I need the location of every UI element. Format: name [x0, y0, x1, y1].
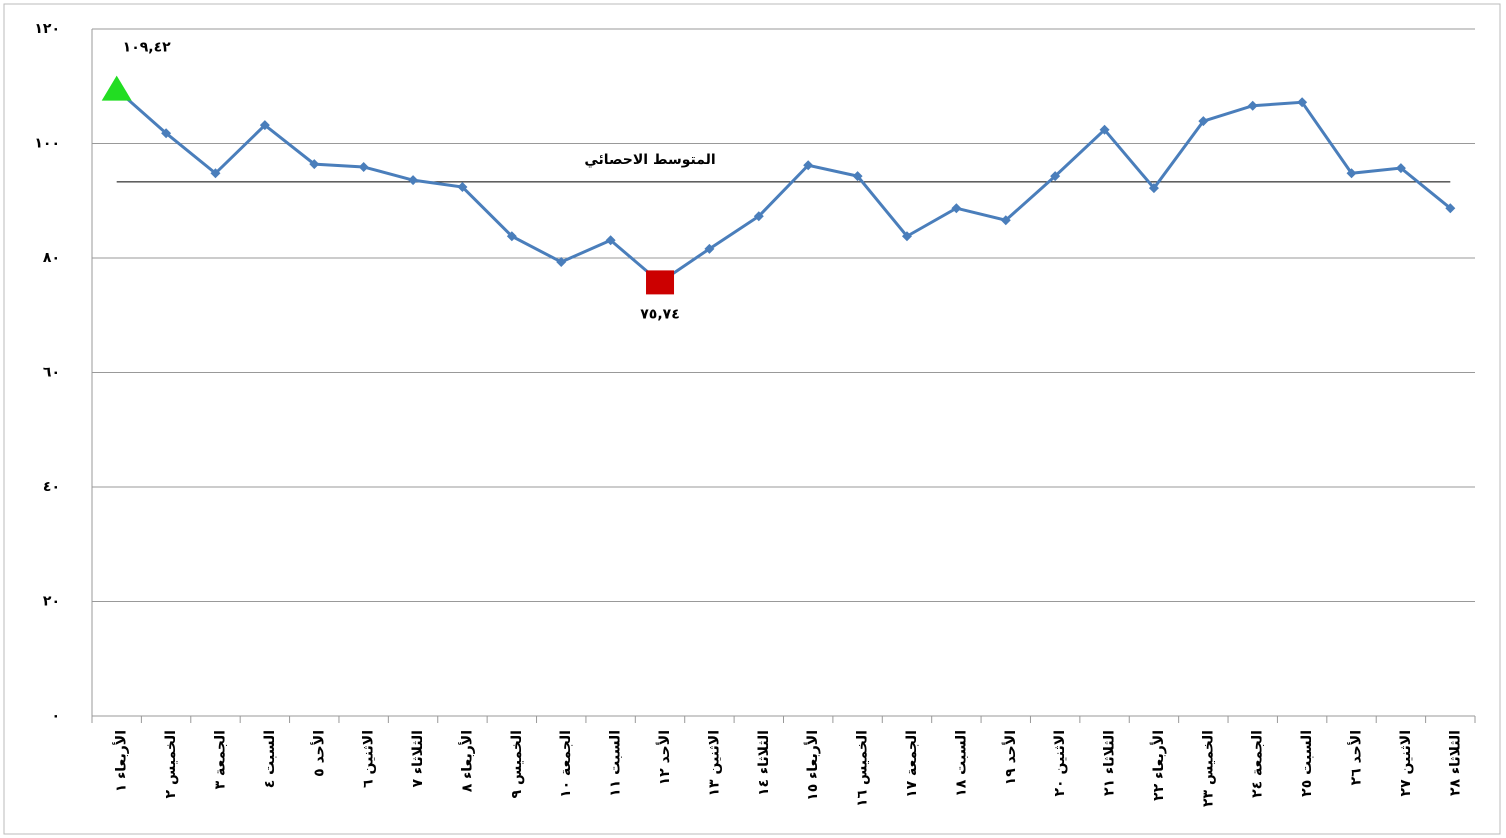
y-tick-label: ١٢٠	[34, 21, 60, 37]
y-tick-label: ٨٠	[43, 250, 60, 266]
y-tick-label: ٢٠	[43, 594, 60, 610]
x-tick-label: الثلاثاء ١٤	[756, 730, 772, 796]
x-tick-label: الخميس ١٦	[855, 730, 871, 807]
point-marker	[309, 159, 320, 170]
x-tick-label: الأربعاء ٨	[458, 730, 475, 792]
point-marker	[408, 175, 419, 186]
x-tick-label: الأحد ١٢	[656, 730, 673, 785]
point-marker	[1099, 124, 1110, 135]
point-marker	[1000, 215, 1011, 226]
x-tick-label: السبت ١٨	[953, 730, 969, 797]
point-marker	[1445, 203, 1456, 214]
point-marker	[704, 243, 715, 254]
x-tick-label: الخميس ٩	[509, 730, 525, 798]
data-line	[115, 88, 1452, 285]
data-label: ٧٥,٧٤	[640, 306, 680, 322]
mean-label: المتوسط الاحصائي	[584, 152, 715, 168]
point-marker	[1297, 97, 1308, 108]
point-marker	[803, 160, 814, 171]
point-marker	[161, 128, 172, 139]
x-tick-label: الجمعة ١٠	[558, 730, 574, 798]
point-marker	[1395, 163, 1406, 174]
x-tick-label: الجمعة ٢٤	[1250, 730, 1266, 798]
point-marker	[1198, 116, 1209, 127]
point-marker	[210, 168, 221, 179]
point-marker	[951, 203, 962, 214]
point-marker	[1247, 100, 1258, 111]
point-marker	[506, 231, 517, 242]
x-tick-label: الأحد ٢٦	[1348, 730, 1365, 785]
x-tick-label: الثلاثاء ٢٨	[1447, 730, 1463, 796]
point-marker	[753, 211, 764, 222]
point-marker	[457, 182, 468, 193]
data-label: ١٠٩,٤٢	[123, 40, 171, 56]
x-tick-label: الاثنين ٢٠	[1052, 730, 1068, 796]
max-marker	[101, 75, 132, 101]
x-tick-label: الأحد ٥	[310, 730, 327, 777]
x-tick-label: الخميس ٢	[163, 730, 179, 798]
x-tick-label: الاثنين ٦	[361, 730, 377, 788]
y-tick-label: ٤٠	[43, 479, 60, 495]
point-marker	[358, 161, 369, 172]
x-tick-label: السبت ٢٥	[1299, 730, 1315, 797]
x-tick-label: الجمعة ٣	[212, 730, 228, 789]
chart-frame	[3, 3, 1501, 835]
min-marker	[646, 270, 675, 295]
x-tick-label: الاثنين ١٣	[706, 730, 722, 796]
y-tick-label: ١٠٠	[34, 136, 60, 152]
point-marker	[1148, 183, 1159, 194]
x-tick-label: الثلاثاء ٢١	[1102, 730, 1118, 796]
point-marker	[1346, 168, 1357, 179]
x-tick-label: الأحد ١٩	[1002, 730, 1019, 785]
x-tick-label: الأربعاء ٢٢	[1150, 730, 1167, 801]
x-tick-label: الأربعاء ١	[113, 730, 130, 792]
x-tick-label: السبت ١١	[608, 730, 624, 797]
y-tick-label: ٠	[51, 708, 60, 724]
point-marker	[852, 171, 863, 182]
point-marker	[605, 235, 616, 246]
point-marker	[556, 257, 567, 268]
x-tick-label: الخميس ٢٣	[1200, 730, 1216, 807]
point-marker	[901, 231, 912, 242]
point-marker	[1050, 171, 1061, 182]
x-tick-label: الاثنين ٢٧	[1398, 730, 1414, 796]
y-tick-label: ٦٠	[43, 365, 60, 381]
x-tick-label: الأربعاء ١٥	[804, 730, 821, 801]
point-marker	[259, 120, 270, 131]
x-tick-label: الجمعة ١٧	[904, 730, 920, 798]
x-tick-label: السبت ٤	[262, 730, 278, 788]
x-tick-label: الثلاثاء ٧	[410, 730, 426, 788]
